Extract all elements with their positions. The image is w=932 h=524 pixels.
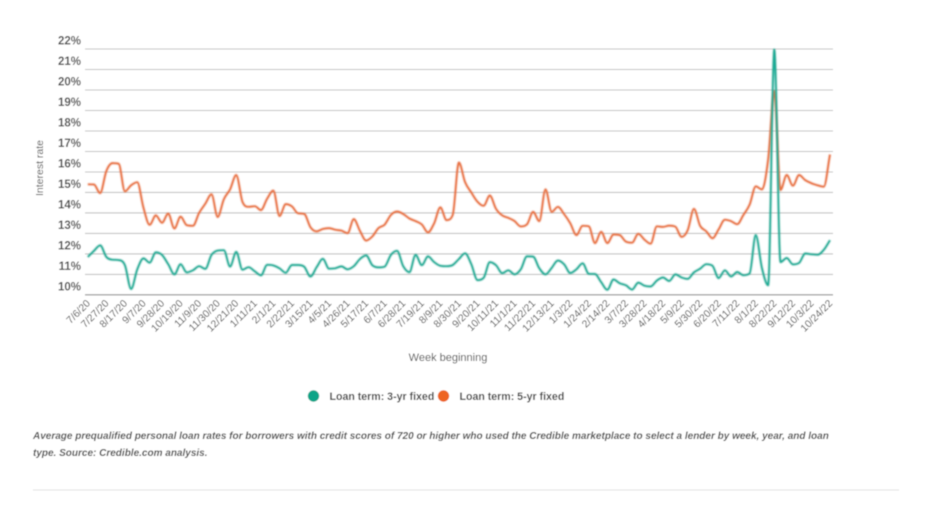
- svg-text:22%: 22%: [58, 36, 81, 48]
- svg-text:11%: 11%: [59, 261, 81, 273]
- svg-text:15%: 15%: [58, 179, 81, 191]
- svg-text:21%: 21%: [58, 56, 81, 68]
- svg-text:10%: 10%: [58, 281, 81, 293]
- svg-text:Loan term: 5-yr fixed: Loan term: 5-yr fixed: [460, 391, 565, 403]
- svg-text:Interest rate: Interest rate: [34, 140, 46, 196]
- svg-text:19%: 19%: [58, 97, 81, 109]
- svg-text:type. Source: Credible.com ana: type. Source: Credible.com analysis.: [33, 448, 208, 459]
- svg-text:18%: 18%: [58, 118, 81, 130]
- svg-text:16%: 16%: [58, 159, 81, 171]
- svg-text:12%: 12%: [58, 240, 81, 252]
- svg-text:Loan term: 3-yr fixed: Loan term: 3-yr fixed: [330, 391, 435, 403]
- svg-text:13%: 13%: [58, 220, 81, 232]
- svg-text:Average prequalified personal: Average prequalified personal loan rates…: [32, 431, 829, 442]
- svg-text:Week beginning: Week beginning: [409, 352, 488, 364]
- svg-text:20%: 20%: [58, 77, 81, 89]
- svg-text:14%: 14%: [58, 199, 81, 211]
- svg-text:17%: 17%: [58, 138, 81, 150]
